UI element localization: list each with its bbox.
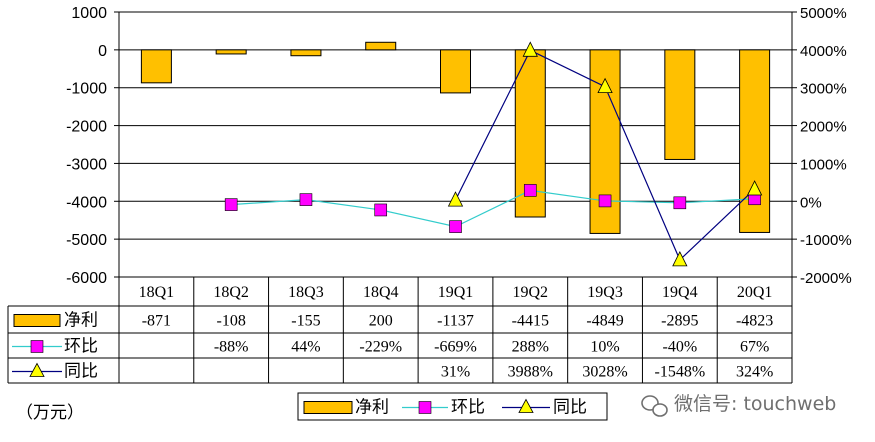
yoy-ratio-point (746, 180, 763, 196)
left-tick-label: 0 (98, 43, 107, 60)
right-tick-label: 5000% (800, 5, 847, 22)
category-label: 19Q1 (438, 284, 474, 301)
legend-key-net-profit (303, 401, 353, 414)
legend: 净利 环比 同比 (297, 392, 608, 421)
table-cell: -871 (142, 313, 171, 330)
category-label: 19Q4 (662, 284, 698, 301)
category-label: 18Q3 (288, 284, 324, 301)
right-tick-label: -1000% (800, 232, 852, 249)
ring-ratio-point (449, 220, 462, 233)
right-tick-label: 1000% (800, 156, 847, 173)
ring-ratio-point (299, 193, 313, 206)
table-row-label: 净利 (64, 311, 98, 331)
series-lines (224, 41, 763, 267)
table-cell: -40% (663, 339, 698, 356)
left-tick-label: -5000 (66, 232, 107, 249)
table-cell: -2895 (661, 313, 698, 330)
yoy-ratio-point (597, 77, 613, 94)
table-cell: 324% (736, 364, 773, 381)
table-cell: -4849 (586, 313, 623, 330)
legend-key-marker (418, 401, 432, 414)
legend-label: 环比 (451, 398, 485, 418)
bar-18Q3 (290, 49, 322, 57)
data-table: 18Q1 18Q2 18Q3 18Q4 19Q1 19Q2 19Q3 19Q4 20Q1 净利 -8… (7, 277, 793, 384)
table-cell: 3988% (508, 364, 553, 381)
ring-ratio-line (231, 189, 755, 228)
category-label: 19Q3 (587, 284, 623, 301)
ring-ratio-point (523, 184, 537, 197)
right-tick-label: 3000% (800, 81, 847, 98)
table-cell: 67% (740, 339, 769, 356)
table-cell: -4415 (512, 313, 549, 330)
wechat-icon (641, 395, 668, 417)
table-cell: 31% (441, 364, 470, 381)
bar-18Q1 (140, 49, 172, 84)
table-cell: -229% (359, 339, 402, 356)
right-tick-label: 4000% (800, 43, 847, 60)
left-tick-label: -6000 (66, 270, 107, 287)
table-cell: 3028% (582, 364, 627, 381)
table-cell: 10% (590, 339, 619, 356)
table-cell: -4823 (736, 313, 773, 330)
table-key-marker (29, 362, 45, 377)
table-key-marker (30, 340, 44, 353)
ring-ratio-point (598, 194, 612, 208)
yoy-ratio-point (672, 250, 688, 267)
right-tick-label: 0% (800, 194, 822, 211)
watermark: 微信号: touchweb (641, 393, 836, 417)
category-label: 18Q1 (139, 284, 175, 301)
ring-ratio-point (224, 198, 238, 211)
left-tick-label: -1000 (66, 81, 107, 98)
bar-18Q2 (215, 49, 247, 55)
legend-label: 净利 (355, 398, 389, 418)
table-cell: -669% (434, 339, 477, 356)
table-cell: 288% (512, 339, 549, 356)
right-tick-label: -2000% (800, 270, 852, 287)
left-tick-label: -2000 (66, 119, 107, 136)
table-key-net-profit (13, 314, 61, 327)
category-label: 18Q2 (213, 284, 249, 301)
table-cell: 200 (369, 313, 393, 330)
left-tick-label: -3000 (66, 156, 107, 173)
watermark-text: 微信号: touchweb (674, 393, 836, 415)
table-row-label: 同比 (64, 362, 98, 382)
unit-label: （万元） (16, 403, 84, 423)
bar-18Q4 (365, 41, 397, 51)
bar-19Q4 (664, 49, 696, 160)
table-row-label: 环比 (64, 337, 98, 357)
table-cell: -88% (214, 339, 249, 356)
ring-ratio-point (673, 196, 687, 210)
left-tick-label: 1000 (71, 5, 107, 22)
legend-key-marker (518, 398, 534, 413)
table-cell: -155 (291, 313, 320, 330)
bars (140, 41, 771, 234)
table-cell: 44% (291, 339, 320, 356)
table-cell: -1137 (437, 313, 474, 330)
ring-ratio-point (374, 203, 388, 217)
legend-label: 同比 (553, 398, 587, 418)
category-label: 20Q1 (737, 284, 773, 301)
left-tick-label: -4000 (66, 194, 107, 211)
yoy-ratio-point (447, 191, 464, 207)
category-label: 18Q4 (363, 284, 399, 301)
yoy-ratio-point (522, 41, 538, 57)
right-tick-label: 2000% (800, 119, 847, 136)
table-cell: -1548% (655, 364, 706, 381)
category-label: 19Q2 (512, 284, 548, 301)
bar-19Q1 (440, 49, 471, 94)
axes: 1000 5000% 0 4000% -1000 3000% -2000 2000% -3000… (66, 5, 852, 287)
table-cell: -108 (217, 313, 246, 330)
bar-20Q1 (739, 49, 771, 233)
